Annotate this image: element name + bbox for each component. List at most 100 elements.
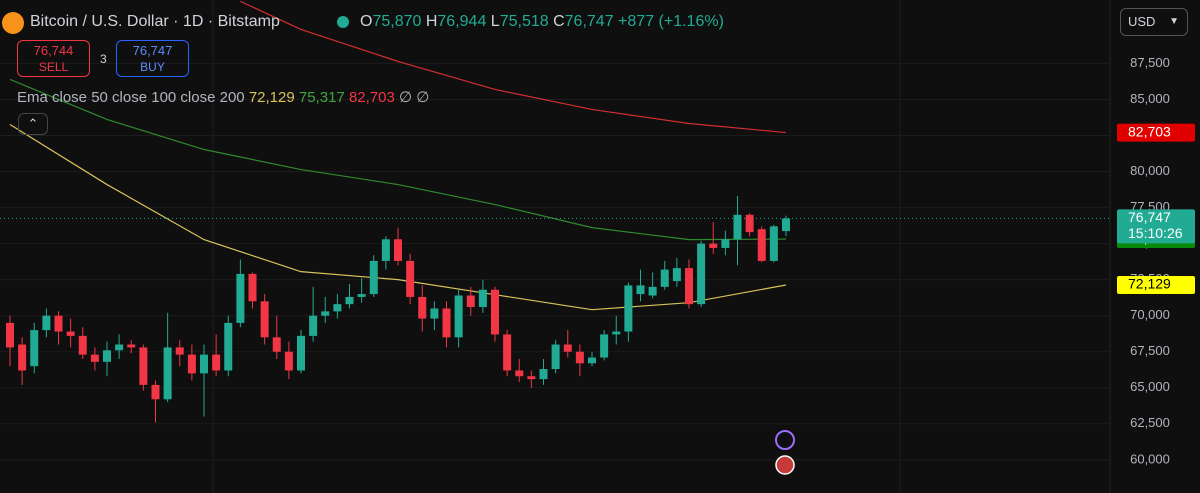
- ema-line: [9, 78, 787, 241]
- candle-body: [369, 260, 378, 295]
- candle-body: [309, 315, 318, 336]
- sell-label: SELL: [38, 60, 69, 74]
- candle-body: [769, 226, 778, 261]
- o-label: O: [360, 13, 373, 30]
- candle-body: [406, 260, 415, 297]
- candle-body: [672, 268, 681, 282]
- candle-body: [200, 354, 208, 374]
- candle-body: [600, 334, 609, 358]
- candle-body: [248, 273, 257, 302]
- candle-body: [551, 344, 560, 370]
- candle-body: [588, 357, 596, 364]
- indicator-name: Ema close 50 close 100 close 200: [17, 89, 245, 106]
- currency: USD: [1128, 14, 1156, 29]
- event-icon[interactable]: [775, 430, 795, 450]
- candle-body: [624, 285, 633, 332]
- status-dot: [337, 16, 349, 28]
- price-badge-label: 72,129: [1128, 276, 1171, 292]
- price-badge: [1117, 123, 1195, 142]
- candle-body: [187, 354, 196, 374]
- candle-body: [321, 311, 330, 316]
- l-label: L: [490, 13, 500, 30]
- candle-body: [6, 322, 14, 348]
- ohlc: O75,870 H76,944 L75,518 C76,747 +877 (+1…: [360, 13, 724, 31]
- candle-body: [612, 331, 621, 335]
- price-badge-label: 82,703: [1128, 123, 1171, 139]
- candle-body: [733, 214, 742, 240]
- candle-body: [139, 347, 148, 385]
- countdown: 15:10:26: [1128, 225, 1183, 241]
- candle-body: [297, 335, 305, 371]
- ema50-value: 72,129: [248, 89, 295, 106]
- change: +877 (+1.16%): [618, 13, 724, 30]
- candle-body: [721, 239, 730, 248]
- o-value: 75,870: [372, 13, 422, 30]
- candle-body: [697, 243, 706, 305]
- l-value: 75,518: [499, 13, 549, 30]
- candle-body: [345, 296, 354, 305]
- candle-body: [660, 269, 669, 287]
- candle-body: [260, 301, 269, 338]
- candle-body: [78, 335, 87, 355]
- ema-line: [240, 0, 787, 134]
- candle-body: [394, 239, 402, 261]
- candle-body: [66, 331, 75, 336]
- candle-body: [478, 289, 487, 308]
- flag-icon[interactable]: [775, 455, 795, 475]
- y-tick-label: 65,000: [1130, 379, 1170, 394]
- candle-body: [212, 354, 221, 371]
- price-badge: [1117, 209, 1195, 244]
- y-tick-label: 70,000: [1130, 307, 1170, 322]
- candle-body: [539, 369, 548, 380]
- candle-body: [491, 289, 499, 335]
- buy-label: BUY: [140, 60, 165, 74]
- candle-body: [151, 384, 160, 400]
- candle-body: [527, 376, 536, 380]
- candle-body: [90, 354, 99, 362]
- candle-body: [442, 308, 451, 338]
- buy-button[interactable]: 76,747 BUY: [116, 40, 189, 77]
- candle-body: [54, 315, 63, 332]
- candle-body: [127, 344, 136, 348]
- h-label: H: [425, 13, 438, 30]
- candle-body: [333, 304, 342, 312]
- candle-body: [236, 273, 245, 323]
- sell-price: 76,744: [33, 43, 74, 58]
- candle-body: [782, 218, 790, 232]
- candle-body: [381, 239, 390, 261]
- y-tick-label: 67,500: [1130, 343, 1170, 358]
- c-label: C: [553, 13, 565, 30]
- c-value: 76,747: [564, 13, 614, 30]
- candle-body: [709, 243, 718, 248]
- candle-body: [648, 286, 657, 296]
- candle-body: [284, 351, 293, 371]
- y-tick-label: 85,000: [1130, 91, 1170, 106]
- collapse-button[interactable]: ⌃: [18, 113, 48, 135]
- y-tick-label: 80,000: [1130, 163, 1170, 178]
- currency-select[interactable]: USD ▼: [1120, 8, 1188, 36]
- candle-body: [575, 351, 584, 364]
- price-badge-label: 76,747: [1128, 209, 1171, 225]
- y-tick-label: 87,500: [1130, 55, 1170, 70]
- price-badge: [1117, 276, 1195, 295]
- candle-body: [418, 296, 427, 319]
- spread: 3: [100, 52, 107, 66]
- sell-button[interactable]: 76,744 SELL: [17, 40, 90, 77]
- candle-body: [175, 347, 184, 355]
- y-tick-label: 62,500: [1130, 415, 1170, 430]
- candle-body: [224, 322, 233, 371]
- candle-body: [30, 330, 39, 367]
- indicator-extra: ∅ ∅: [399, 89, 430, 106]
- ema100-value: 75,317: [298, 89, 345, 106]
- candle-body: [18, 344, 27, 371]
- candle-body: [163, 347, 172, 400]
- candle-body: [430, 308, 439, 319]
- h-value: 76,944: [437, 13, 487, 30]
- symbol-title: Bitcoin / U.S. Dollar · 1D · Bitstamp: [30, 13, 280, 30]
- ema-line: [9, 123, 787, 311]
- candle-body: [115, 344, 124, 351]
- candle-body: [103, 350, 111, 362]
